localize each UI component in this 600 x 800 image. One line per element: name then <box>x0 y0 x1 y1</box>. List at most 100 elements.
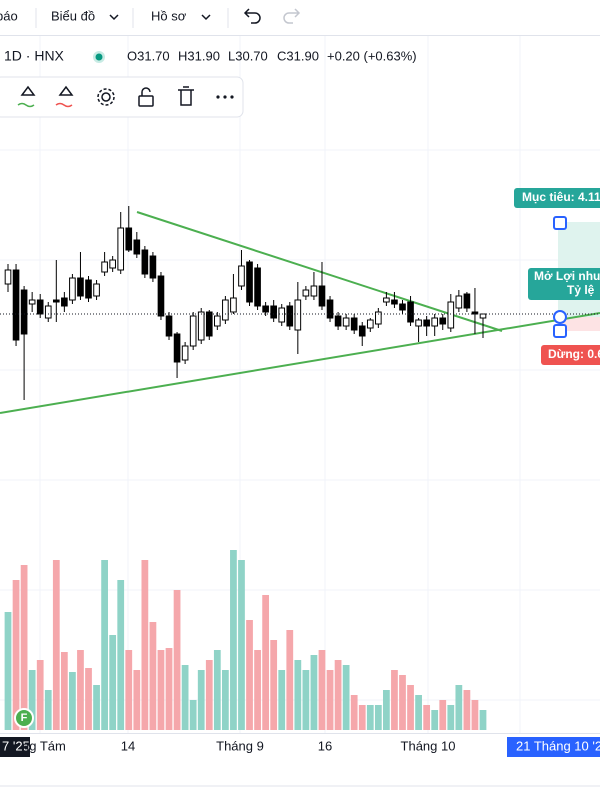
undo-button[interactable] <box>243 8 261 24</box>
toolbar-item[interactable]: báo <box>0 8 18 23</box>
candle-body <box>125 227 133 251</box>
candle-body <box>294 299 302 331</box>
candle-body <box>415 319 422 327</box>
volume-bar <box>52 560 60 730</box>
volume-bar <box>286 630 294 730</box>
volume-bar <box>246 620 253 730</box>
toolbar-item[interactable]: Biểu đồ <box>51 8 95 23</box>
volume-bar <box>391 670 398 730</box>
volume-bar <box>383 690 390 730</box>
target-label-box <box>514 188 600 208</box>
candle-body <box>479 313 487 319</box>
lock-button[interactable] <box>138 95 154 107</box>
volume-bar <box>374 705 382 730</box>
settings-gear <box>97 88 115 106</box>
candle-body <box>4 269 12 285</box>
candle-body <box>399 303 406 311</box>
toolbar-item[interactable]: Hồ sơ <box>151 8 187 23</box>
candle-body <box>391 299 398 305</box>
fill-color-button[interactable] <box>58 85 74 96</box>
volume-bar <box>125 650 133 730</box>
candle-body <box>230 297 237 313</box>
event-badge[interactable] <box>14 708 34 728</box>
volume-bar <box>149 622 157 730</box>
candle-body <box>262 305 269 313</box>
candle-body <box>358 325 366 337</box>
candle-body <box>44 305 52 319</box>
volume-bar <box>28 670 36 730</box>
legend-high: H31.90 <box>178 48 220 63</box>
legend-close: C31.90 <box>277 48 319 63</box>
handle[interactable] <box>553 216 567 230</box>
volume-bar <box>463 690 471 730</box>
x-tick-label: Tháng 10 <box>401 738 456 753</box>
volume-bar <box>423 705 431 730</box>
candle-body <box>383 297 390 303</box>
x-tick-label: 16 <box>318 738 332 753</box>
candle-body <box>77 277 84 297</box>
volume-bar <box>310 655 318 730</box>
candle-layer <box>4 206 487 400</box>
candle-body <box>423 319 430 327</box>
legend-change: +0.20 (+0.63%) <box>327 48 417 63</box>
volume-bar <box>117 580 125 730</box>
grid <box>0 36 600 733</box>
trend-line[interactable] <box>0 312 600 414</box>
redo-button[interactable] <box>283 8 301 24</box>
volume-bar <box>270 640 278 730</box>
volume-bar <box>399 675 406 730</box>
volume-bar <box>447 705 455 730</box>
candle-body <box>455 295 463 309</box>
candle-body <box>28 299 36 305</box>
volume-bar <box>342 665 350 730</box>
candle-body <box>69 277 76 301</box>
candle-body <box>85 279 92 299</box>
candle-body <box>20 289 28 335</box>
volume-bar <box>254 650 261 730</box>
candle-body <box>447 301 455 329</box>
x-tick-label: Tháng 9 <box>216 738 264 753</box>
volume-bar <box>20 565 28 730</box>
handle[interactable] <box>553 324 567 338</box>
volume-bar <box>69 672 76 730</box>
candle-body <box>318 285 326 307</box>
volume-bar <box>133 670 141 730</box>
volume-bar <box>77 650 84 730</box>
volume-bar <box>197 670 205 730</box>
trend-line[interactable] <box>136 211 503 332</box>
event-badge-label: F <box>21 712 28 724</box>
volume-bar <box>366 705 374 730</box>
ratio-label: Tỷ lệ <box>567 283 595 297</box>
line-color-button[interactable] <box>20 85 36 96</box>
candle-body <box>181 345 189 361</box>
drawing-toolbar <box>0 76 244 118</box>
legend-low: L30.70 <box>228 48 268 63</box>
volume-bar <box>213 650 221 730</box>
x-tick-label: 14 <box>121 738 135 753</box>
handle[interactable] <box>553 310 567 324</box>
candle-body <box>439 317 447 325</box>
candle-body <box>302 289 310 297</box>
candle-body <box>375 311 382 325</box>
delete-button[interactable] <box>178 86 194 106</box>
top-toolbar <box>0 0 600 35</box>
candle-body <box>326 299 334 319</box>
candle-body <box>36 299 44 315</box>
volume-bar <box>230 550 237 730</box>
candle-body <box>254 267 261 307</box>
chevron <box>201 14 211 21</box>
volume-bar <box>12 580 20 730</box>
volume-bar <box>101 560 108 730</box>
candle-body <box>109 259 116 269</box>
volume-bar <box>205 660 213 730</box>
candle-body <box>173 333 181 363</box>
lock-shackle <box>141 87 151 96</box>
volume-bar <box>238 560 245 730</box>
volume-bar <box>36 660 44 730</box>
candle-body <box>407 301 414 323</box>
more-button[interactable] <box>216 95 220 99</box>
volume-bar <box>334 660 342 730</box>
settings-button[interactable] <box>101 92 111 102</box>
color-swatch <box>55 102 73 108</box>
volume-bar <box>455 685 463 730</box>
